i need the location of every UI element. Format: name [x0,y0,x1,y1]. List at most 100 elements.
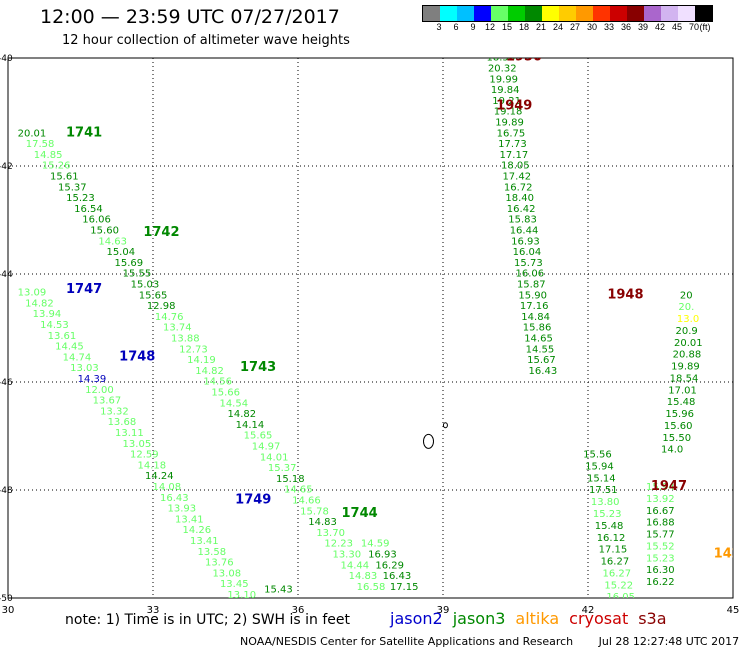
wave-height-value: 14.39 [78,374,107,385]
wave-height-value: 13.45 [220,579,249,590]
footer-timestamp: Jul 28 12:27:48 UTC 2017 [598,635,740,648]
color-scale-tick: 3 [436,22,442,32]
x-tick-label: 39 [437,605,450,616]
wave-height-value: 17.15 [599,545,628,556]
wave-height-value: 15.50 [662,433,691,444]
wave-height-value: 14.65 [524,334,553,345]
wave-height-value: 15.18 [276,474,305,485]
wave-height-value: 15.61 [50,172,79,183]
wave-height-value: 16.43 [529,366,558,377]
y-tick-label: -44 [0,270,13,280]
wave-height-value: 19.18 [494,107,523,118]
wave-height-value: 14.76 [155,312,184,323]
wave-height-value: 14.66 [292,496,321,507]
wave-height-value: 13.80 [591,497,620,508]
wave-height-value: 15.65 [139,290,168,301]
pass-label: 1748 [119,349,155,364]
wave-height-value: 13.10 [227,590,256,601]
wave-height-value: 14.84 [521,312,550,323]
wave-height-value: 15.52 [646,541,675,552]
pass-label: 1742 [143,225,179,240]
wave-height-value: 15.55 [123,269,152,280]
footer-credit: NOAA/NESDIS Center for Satellite Applica… [240,635,574,648]
pass-label: 1949 [496,98,532,113]
wave-height-value: 16.93 [511,236,540,247]
color-swatch [457,6,474,21]
wave-height-value: 15.67 [527,355,556,366]
x-tick-label: 33 [147,605,160,616]
wave-height-value: 14.83 [308,517,337,528]
wave-height-value: 13.03 [70,363,99,374]
pass-label: 1747 [66,282,102,297]
wave-height-value: 14.19 [187,355,216,366]
wave-height-value: 14.44 [341,560,370,571]
color-swatch [644,6,661,21]
color-scale-tick: 36 [620,22,632,32]
map-subtitle: 12 hour collection of altimeter wave hei… [62,33,350,48]
wave-height-value: 13.68 [108,417,137,428]
wave-height-value: 12.98 [147,301,176,312]
wave-height-value: 15.23 [593,509,622,520]
color-scale-tick: 21 [535,22,547,32]
y-tick-label: -46 [0,378,13,388]
wave-height-value: 14.97 [252,442,281,453]
wave-height-value: 13.58 [197,547,226,558]
wave-height-value: 17.17 [500,150,529,161]
island-outline [423,433,434,449]
color-scale-tick: 42 [654,22,666,32]
color-swatch [542,6,559,21]
wave-height-value: 19.89 [495,118,524,129]
wave-height-value: 12.73 [179,344,208,355]
x-tick-label: 45 [727,605,740,616]
color-scale-tick: 30 [586,22,598,32]
color-swatch [627,6,644,21]
color-swatch [423,6,440,21]
wave-height-value: 15.04 [106,247,135,258]
color-scale-bar [422,5,713,22]
color-swatch [525,6,542,21]
wave-height-value: 13.88 [171,334,200,345]
wave-height-value: 14.08 [153,482,182,493]
wave-height-value: 13.74 [163,323,192,334]
wave-height-value: 17.58 [26,139,55,150]
wave-height-value: 13.11 [115,428,144,439]
wave-height-value: 16.44 [510,226,539,237]
wave-height-value: 16.04 [513,247,542,258]
wave-height-value: 15.94 [585,461,614,472]
pass-label: 1749 [235,493,271,508]
color-swatch [508,6,525,21]
wave-height-value: 16.27 [601,557,630,568]
color-scale-tick: 12 [484,22,496,32]
wave-height-value: 15.60 [90,226,119,237]
wave-height-value: 15.60 [664,421,693,432]
wave-height-value: 16.75 [497,128,526,139]
color-swatch [661,6,678,21]
wave-height-value: 13.30 [332,550,361,561]
data-layer: 20.0117.5814.8515.2615.6115.3715.2316.54… [18,58,733,612]
color-scale-tick: 39 [637,22,649,32]
wave-height-value: 15.23 [66,193,95,204]
color-scale-labels: 3 6 9 12 15 18 21 24 27 30 33 36 39 42 45 70 (ft) [422,22,740,34]
color-swatch [491,6,508,21]
wave-height-value: 12.23 [324,539,353,550]
pass-label: 1743 [240,360,276,375]
wave-height-value: 14.53 [40,320,69,331]
color-swatch [474,6,491,21]
wave-height-value: 17.15 [390,582,419,593]
wave-height-value: 13.06 [235,601,264,612]
wave-height-value: 16.88 [646,518,675,529]
wave-height-value: 16.93 [368,550,397,561]
wave-height-value: 13.32 [100,406,129,417]
wave-height-value: 16.29 [375,560,404,571]
wave-height-value: 16.30 [646,565,675,576]
wave-height-value: 13.61 [48,331,77,342]
x-tick-label: 42 [582,605,595,616]
wave-height-value: 15.26 [42,161,71,172]
wave-height-value: 14.0 [661,445,683,456]
color-scale-tick: 9 [470,22,476,32]
wave-height-value: 15.73 [514,258,543,269]
wave-height-value: 19.21 [492,96,521,107]
wave-height-value: 14.18 [138,460,167,471]
wave-height-value: 16.06 [516,269,545,280]
wave-height-value: 14.45 [55,342,84,353]
